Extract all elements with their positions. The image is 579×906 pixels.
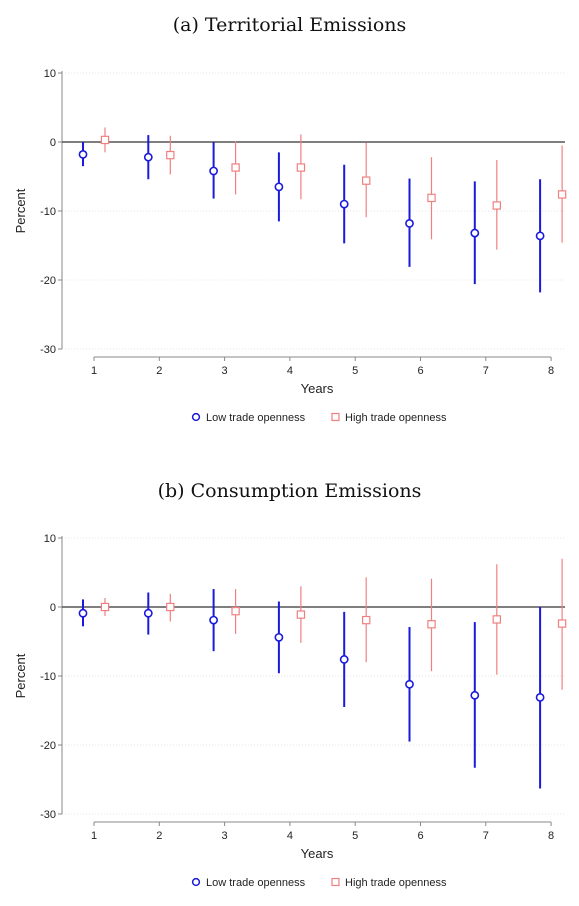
data-point-high [166,150,175,160]
x-tick-label: 4 [287,365,293,377]
x-tick-label: 7 [483,830,489,842]
x-tick-label: 5 [352,365,358,377]
data-point-low [339,199,349,209]
data-point-high [362,176,371,185]
legend-label-low: Low trade openness [206,877,306,889]
x-tick-label: 2 [156,830,162,842]
y-tick-label: 0 [50,602,56,614]
y-tick-label: -20 [40,740,56,752]
data-point-high [166,602,175,612]
legend-label-low: Low trade openness [206,412,306,424]
x-tick-label: 5 [352,830,358,842]
data-point-high [492,201,502,210]
data-point-low [274,182,284,192]
data-point-high [100,602,110,612]
legend-label-high: High trade openness [345,877,447,889]
data-point-low [405,679,414,689]
x-axis-label: Years [301,846,334,861]
legend-marker-low [191,412,201,422]
y-tick-label: -10 [40,206,56,218]
chart-title: (b) Consumption Emissions [157,480,422,502]
data-point-high [492,615,502,624]
data-point-high [296,610,306,619]
panel-territorial: (a) Territorial Emissions 10 0 -10 -20 -30 1 2… [0,0,579,447]
data-point-high [362,615,371,625]
y-tick-label: -10 [40,671,56,683]
data-point-low [78,608,88,618]
y-tick-label: 10 [44,533,56,545]
data-point-low [470,228,480,238]
y-tick-label: 10 [44,68,56,80]
chart-consumption: 10 0 -10 -20 -30 1 2 3 4 5 6 7 8 Years Percent Low trad… [13,533,567,889]
data-point-high [557,619,567,628]
y-tick-label: -30 [40,809,56,821]
x-tick-label: 4 [287,830,293,842]
data-point-low [143,608,153,618]
legend-marker-high [331,877,340,887]
data-point-low [339,655,349,664]
data-point-high [557,190,567,199]
data-point-low [535,692,545,702]
x-tick-label: 6 [417,365,423,377]
data-point-low [535,231,545,241]
data-point-high [100,135,110,145]
data-point-low [405,219,414,228]
x-tick-label: 3 [222,365,228,377]
x-tick-label: 6 [417,830,423,842]
y-tick-label: -30 [40,344,56,356]
x-tick-label: 8 [548,830,554,842]
data-point-high [231,606,240,616]
x-tick-label: 3 [222,830,228,842]
data-point-high [296,163,306,172]
legend-label-high: High trade openness [345,412,447,424]
data-point-low [274,632,284,642]
data-point-low [209,615,218,625]
chart-title: (a) Territorial Emissions [172,14,407,36]
y-axis-label: Percent [13,653,28,698]
y-axis-label: Percent [13,188,28,233]
legend-marker-low [191,877,201,887]
data-point-low [470,690,480,700]
data-point-high [427,620,436,629]
chart-territorial: 10 0 -10 -20 -30 1 2 3 4 5 6 7 8 Years Percent Low trad… [13,68,567,424]
data-point-low [209,166,218,176]
data-point-low [78,150,88,159]
x-tick-label: 2 [156,365,162,377]
data-point-low [143,152,153,162]
y-tick-label: 0 [50,137,56,149]
x-tick-label: 1 [91,365,97,377]
panel-consumption: (b) Consumption Emissions 10 0 -10 -20 -30 1 2… [0,468,579,894]
x-tick-label: 8 [548,365,554,377]
legend-marker-high [331,412,340,422]
x-tick-label: 1 [91,830,97,842]
data-point-high [427,193,436,203]
data-point-high [231,163,240,172]
y-tick-label: -20 [40,275,56,287]
x-axis-label: Years [301,381,334,396]
x-tick-label: 7 [483,365,489,377]
